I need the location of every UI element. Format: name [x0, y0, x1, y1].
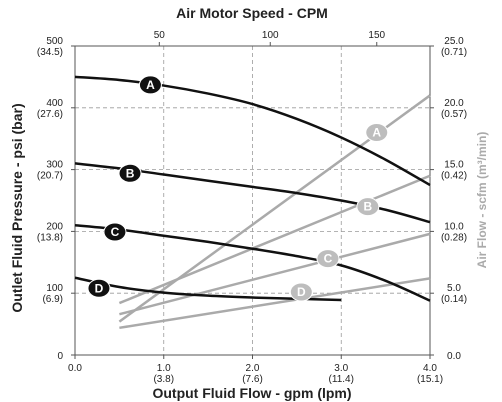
pressure-marker-label-a: A	[146, 78, 155, 92]
pressure-line-c	[74, 223, 431, 302]
pressure-marker-d	[87, 278, 111, 298]
x-tick-label: 1.0	[157, 363, 171, 374]
x-tick-label: 4.0	[423, 363, 437, 374]
airflow-marker-label-d: D	[297, 285, 306, 299]
pressure-marker-label-b: B	[126, 166, 135, 180]
chart-title: Air Motor Speed - CPM	[176, 5, 328, 21]
x-tick-sublabel: (11.4)	[329, 374, 354, 385]
y-axis-label-left: Outlet Fluid Pressure - psi (bar)	[9, 103, 25, 312]
airflow-marker-label-c: C	[324, 252, 333, 266]
pressure-line-a	[74, 75, 431, 187]
x-axis-label: Output Fluid Flow - gpm (lpm)	[152, 385, 351, 401]
airflow-marker-b	[356, 197, 380, 217]
y-tick-sublabel-right: (0.14)	[441, 294, 467, 305]
y-axis-label-right: Air Flow - scfm (m³/min)	[475, 132, 489, 269]
pressure-marker-b	[118, 163, 142, 183]
y-tick-sublabel-left: (27.6)	[37, 109, 63, 120]
airflow-line-d	[119, 277, 431, 330]
airflow-line-c	[119, 232, 431, 316]
y-tick-label-right: 15.0	[444, 160, 464, 171]
pressure-marker-label-d: D	[95, 281, 104, 295]
y-tick-label-right: 20.0	[444, 98, 464, 109]
airflow-marker-label-b: B	[364, 200, 373, 214]
y-tick-sublabel-right: (0.71)	[441, 47, 467, 58]
top-tick-label: 150	[368, 30, 385, 41]
y-tick-sublabel-right: (0.28)	[441, 232, 467, 243]
y-tick-label-right: 10.0	[444, 221, 464, 232]
y-tick-sublabel-left: (34.5)	[37, 47, 63, 58]
axes	[71, 42, 434, 359]
x-tick-sublabel: (15.1)	[417, 374, 443, 385]
pressure-marker-label-c: C	[111, 225, 120, 239]
y-tick-label-left: 300	[46, 160, 63, 171]
x-tick-sublabel: (7.6)	[242, 374, 263, 385]
y-tick-label-right: 25.0	[444, 36, 464, 47]
x-tick-label: 0.0	[68, 363, 82, 374]
airflow-marker-c	[316, 249, 340, 269]
airflow-marker-label-a: A	[372, 126, 381, 140]
top-tick-label: 100	[262, 30, 279, 41]
y-tick-sublabel-right: (0.57)	[441, 109, 467, 120]
x-tick-label: 3.0	[334, 363, 348, 374]
y-tick-label-right: 5.0	[447, 283, 461, 294]
pressure-marker-c	[103, 222, 127, 242]
y-tick-label-left: 200	[46, 221, 63, 232]
airflow-line-b	[118, 174, 431, 305]
x-tick-label: 2.0	[246, 363, 260, 374]
grid	[75, 46, 430, 355]
y-tick-label-left: 400	[46, 98, 63, 109]
airflow-marker-a	[365, 123, 389, 143]
y-tick-sublabel-left: (6.9)	[42, 294, 63, 305]
pressure-marker-a	[138, 75, 162, 95]
tick-labels: 0.0 1.0(3.8) 2.0(7.6) 3.0(11.4) 4.0(15.1) 50 1…	[37, 30, 467, 385]
series-markers: A B C D A B C D	[87, 75, 389, 302]
y-tick-sublabel-left: (13.8)	[37, 232, 63, 243]
y-tick-label-left: 0	[57, 351, 63, 362]
y-tick-label-left: 100	[46, 283, 63, 294]
y-tick-sublabel-right: (0.42)	[441, 171, 467, 182]
y-tick-label-left: 500	[46, 36, 63, 47]
top-tick-label: 50	[154, 30, 166, 41]
airflow-marker-d	[289, 282, 313, 302]
y-tick-label-right: 0.0	[447, 351, 461, 362]
y-tick-sublabel-left: (20.7)	[37, 171, 63, 182]
x-tick-sublabel: (3.8)	[153, 374, 174, 385]
